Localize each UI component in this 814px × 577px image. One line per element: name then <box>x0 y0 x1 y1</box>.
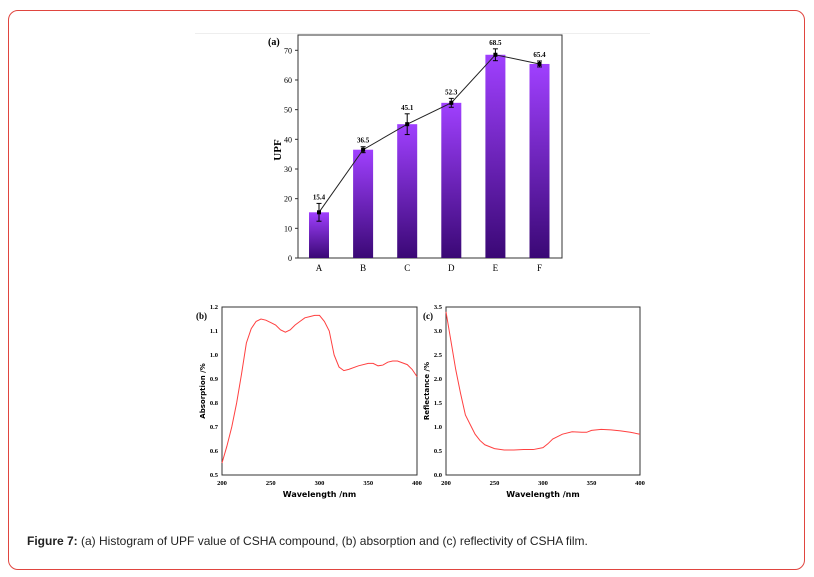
y-tick-label: 2.0 <box>434 376 442 383</box>
x-tick-label: C <box>404 263 410 273</box>
plot-area-b <box>221 306 418 476</box>
y-tick-label: 0.0 <box>434 472 442 479</box>
x-tick-label: 350 <box>363 480 373 487</box>
y-tick-label: 0.9 <box>210 376 219 383</box>
x-tick-label: 200 <box>441 480 451 487</box>
data-point <box>537 61 542 66</box>
x-axis-label: Wavelength /nm <box>506 490 579 499</box>
y-axis-label: UPF <box>272 139 284 161</box>
data-point <box>405 122 410 127</box>
y-tick-label: 40 <box>284 135 292 144</box>
y-tick-label: 1.1 <box>210 328 218 335</box>
spectrum-line <box>221 314 418 464</box>
x-tick-label: 300 <box>538 480 548 487</box>
y-tick-label: 30 <box>284 165 292 174</box>
caption-label: Figure 7: <box>27 534 78 548</box>
y-tick-label: 0 <box>288 254 292 263</box>
data-point <box>361 147 366 152</box>
data-label: 68.5 <box>489 39 502 47</box>
x-tick-label: 300 <box>315 480 325 487</box>
trend-line <box>318 54 540 213</box>
bar-B <box>353 149 374 258</box>
x-tick-label: 400 <box>412 480 422 487</box>
y-tick-label: 0.8 <box>210 400 219 407</box>
y-tick-label: 1.5 <box>434 400 443 407</box>
y-tick-label: 50 <box>284 106 292 115</box>
y-tick-label: 0.5 <box>210 472 219 479</box>
bar-E <box>485 54 506 259</box>
data-point <box>493 52 498 57</box>
y-tick-label: 1.0 <box>434 424 442 431</box>
y-axis-label: Absorption /% <box>199 363 207 418</box>
plot-area-a <box>297 34 563 259</box>
bar-A <box>309 212 329 258</box>
figure-frame <box>8 10 805 570</box>
y-tick-label: 60 <box>284 76 292 85</box>
y-tick-label: 70 <box>284 46 292 55</box>
y-tick-label: 0.7 <box>210 424 219 431</box>
caption-text: (a) Histogram of UPF value of CSHA compo… <box>77 534 588 548</box>
panel-label-b: (b) <box>196 311 207 321</box>
spectrum-line <box>445 311 641 451</box>
data-point <box>317 210 321 215</box>
x-tick-label: 400 <box>635 480 645 487</box>
data-label: 15.4 <box>313 193 326 201</box>
panel-label-c: (c) <box>423 311 433 321</box>
y-tick-label: 10 <box>284 224 292 233</box>
data-label: 65.4 <box>533 51 546 59</box>
y-tick-label: 0.6 <box>210 448 219 455</box>
x-tick-label: F <box>537 263 542 273</box>
x-tick-label: D <box>448 263 455 273</box>
panel-label-a: (a) <box>268 37 280 48</box>
data-point <box>449 100 454 105</box>
y-tick-label: 3.0 <box>434 328 442 335</box>
x-tick-label: 250 <box>266 480 276 487</box>
data-label: 52.3 <box>445 88 458 96</box>
bar-D <box>441 102 462 258</box>
x-axis-label: Wavelength /nm <box>283 490 356 499</box>
figure-caption: Figure 7: (a) Histogram of UPF value of … <box>27 534 588 548</box>
x-tick-label: A <box>316 263 323 273</box>
data-label: 45.1 <box>401 104 414 112</box>
y-tick-label: 3.5 <box>434 304 443 311</box>
x-tick-label: 250 <box>490 480 500 487</box>
y-tick-label: 1.0 <box>210 352 218 359</box>
x-tick-label: B <box>360 263 366 273</box>
x-tick-label: E <box>493 263 499 273</box>
y-axis-label: Reflectance /% <box>423 362 431 420</box>
bar-C <box>397 124 418 259</box>
y-tick-label: 1.2 <box>210 304 218 311</box>
plot-area-c <box>445 306 641 476</box>
divider <box>195 33 650 34</box>
bar-F <box>529 63 550 259</box>
y-tick-label: 0.5 <box>434 448 443 455</box>
x-tick-label: 200 <box>217 480 227 487</box>
y-tick-label: 20 <box>284 195 292 204</box>
x-tick-label: 350 <box>587 480 597 487</box>
data-label: 36.5 <box>357 137 370 145</box>
y-tick-label: 2.5 <box>434 352 443 359</box>
